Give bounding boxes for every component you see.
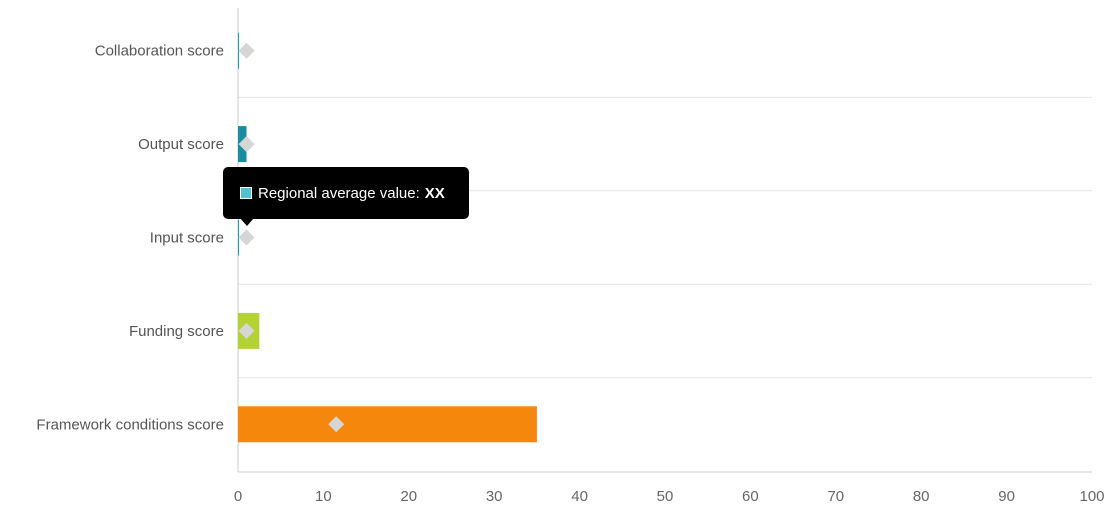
x-tick-label: 80 — [913, 488, 930, 505]
x-tick-label: 50 — [657, 488, 674, 505]
x-tick-label: 10 — [315, 488, 332, 505]
x-tick-label: 20 — [400, 488, 417, 505]
x-tick-label: 60 — [742, 488, 759, 505]
category-label: Collaboration score — [95, 43, 224, 60]
tooltip-value: XX — [424, 184, 445, 202]
category-labels: Collaboration score Output score Input sco… — [36, 43, 224, 434]
average-marker — [238, 42, 255, 59]
average-marker — [238, 136, 255, 153]
x-tick-label: 30 — [486, 488, 503, 505]
bars — [238, 32, 537, 443]
bar — [238, 32, 239, 69]
category-label: Output score — [138, 136, 224, 153]
x-tick-label: 70 — [827, 488, 844, 505]
grid-lines — [237, 8, 1092, 473]
category-label: Input score — [150, 230, 224, 247]
x-tick-label: 90 — [998, 488, 1015, 505]
average-marker — [238, 322, 255, 339]
x-tick-labels: 0 10 20 30 40 50 60 70 80 90 100 — [234, 488, 1105, 505]
tooltip-swatch — [240, 187, 252, 199]
bar — [238, 219, 239, 256]
category-label: Framework conditions score — [36, 416, 224, 433]
category-label: Funding score — [129, 323, 224, 340]
tooltip-label: Regional average value: — [258, 184, 420, 202]
tooltip: Regional average value: XX — [223, 167, 469, 226]
bar — [238, 406, 537, 443]
x-tick-label: 100 — [1079, 488, 1104, 505]
average-marker — [328, 416, 345, 433]
average-marker — [238, 229, 255, 246]
x-tick-label: 0 — [234, 488, 242, 505]
x-tick-label: 40 — [571, 488, 588, 505]
average-markers — [238, 42, 345, 433]
